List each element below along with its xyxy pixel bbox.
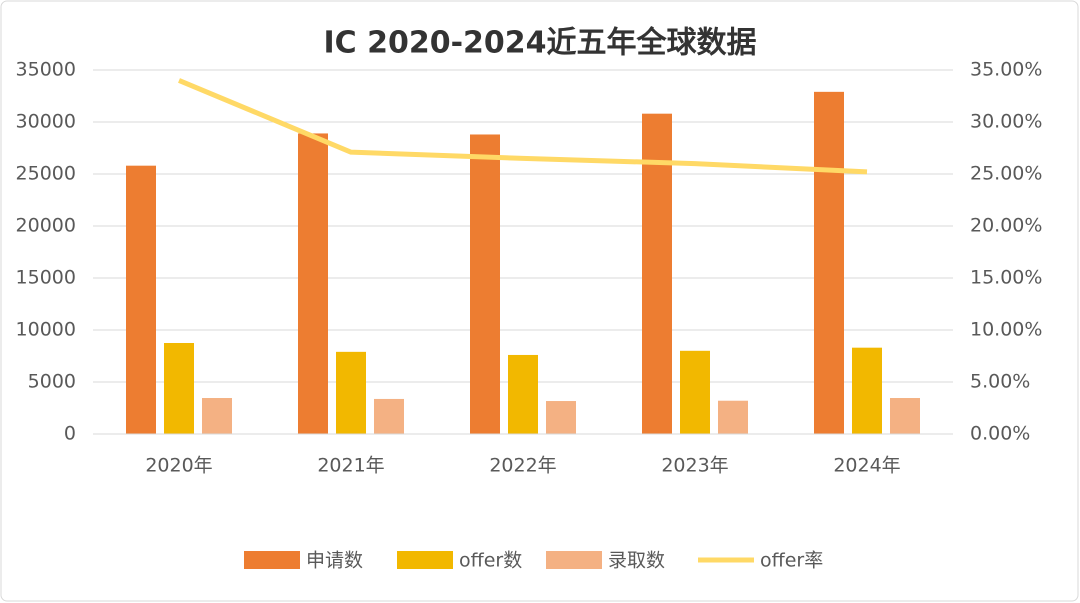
- legend-label: 录取数: [608, 550, 665, 572]
- bar: [374, 398, 404, 434]
- legend-swatch: [546, 551, 602, 569]
- bar: [814, 91, 844, 434]
- bar: [508, 354, 538, 434]
- bar: [164, 343, 194, 434]
- y2-tick-label: 35.00%: [970, 59, 1042, 81]
- y2-tick-label: 0.00%: [970, 423, 1030, 445]
- y2-tick-label: 10.00%: [970, 319, 1042, 341]
- y2-tick-label: 15.00%: [970, 267, 1042, 289]
- y-tick-label: 10000: [16, 319, 76, 341]
- chart-title: IC 2020-2024近五年全球数据: [323, 26, 756, 61]
- y-tick-label: 0: [64, 423, 76, 445]
- legend-label: offer数: [459, 550, 522, 572]
- bar: [470, 134, 500, 435]
- bar: [852, 347, 882, 434]
- bar: [718, 400, 748, 434]
- legend-swatch: [244, 551, 300, 569]
- y-tick-label: 5000: [28, 371, 76, 393]
- y2-tick-label: 30.00%: [970, 111, 1042, 133]
- bar: [680, 350, 710, 434]
- x-tick-label: 2024年: [833, 455, 900, 477]
- x-tick-label: 2021年: [317, 455, 384, 477]
- y-tick-label: 25000: [16, 163, 76, 185]
- bar: [546, 401, 576, 434]
- y2-tick-label: 25.00%: [970, 163, 1042, 185]
- line-series: [178, 78, 868, 175]
- bar: [642, 113, 672, 435]
- y-tick-label: 15000: [16, 267, 76, 289]
- y-tick-label: 35000: [16, 59, 76, 81]
- legend-swatch: [397, 551, 453, 569]
- bar: [298, 133, 328, 434]
- x-tick-label: 2020年: [145, 455, 212, 477]
- y2-tick-label: 20.00%: [970, 215, 1042, 237]
- bar: [336, 351, 366, 434]
- bar: [126, 165, 156, 434]
- bar: [202, 398, 232, 434]
- x-tick-label: 2023年: [661, 455, 728, 477]
- y2-tick-label: 5.00%: [970, 371, 1030, 393]
- y-tick-label: 20000: [16, 215, 76, 237]
- bar: [890, 398, 920, 434]
- x-tick-label: 2022年: [489, 455, 556, 477]
- y-tick-label: 30000: [16, 111, 76, 133]
- legend-label: offer率: [760, 550, 823, 572]
- legend-label: 申请数: [306, 550, 363, 572]
